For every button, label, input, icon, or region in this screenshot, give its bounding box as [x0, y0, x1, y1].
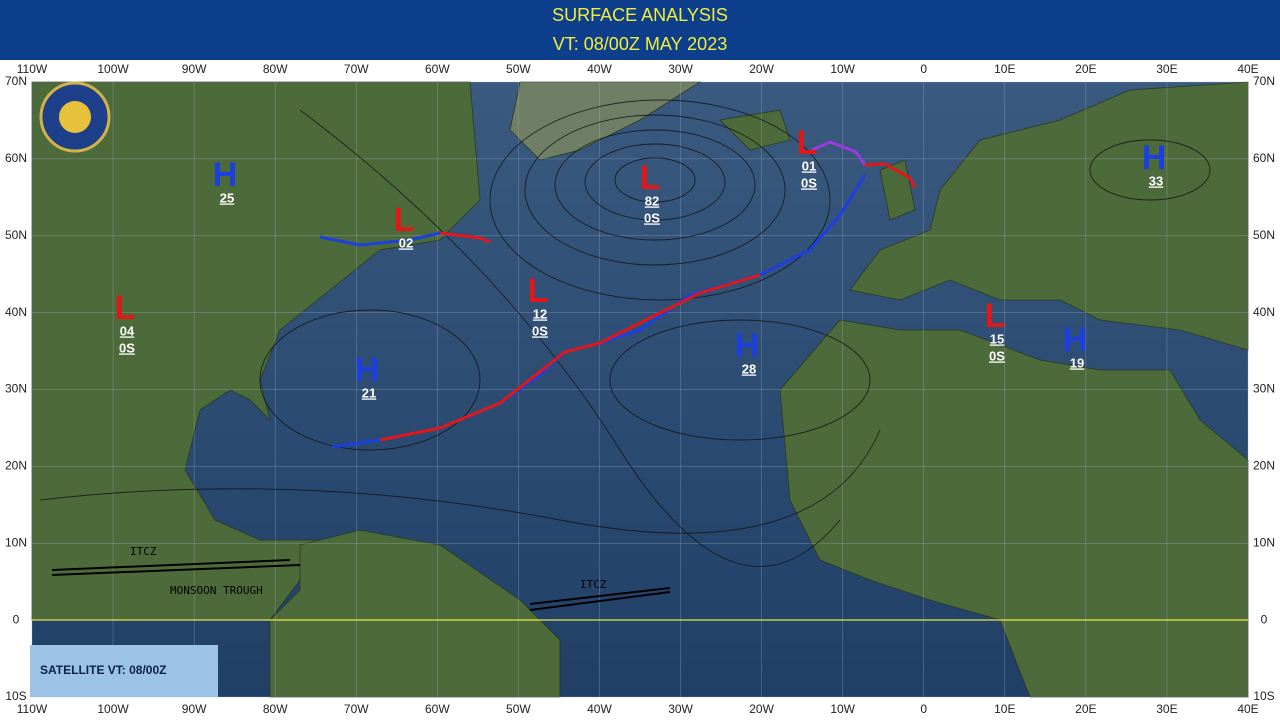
longitude-label: 90W: [182, 702, 207, 716]
pressure-systems: H25L02L820SL010SH33L040SL120SH21H28L150S…: [115, 124, 1167, 400]
system-symbol: H: [735, 327, 760, 365]
longitude-label: 10E: [994, 62, 1015, 76]
longitude-label: 40W: [587, 702, 612, 716]
longitude-label: 100W: [97, 62, 129, 76]
longitude-label: 70W: [344, 702, 369, 716]
longitude-label: 10W: [830, 702, 855, 716]
latitude-label: 40N: [5, 305, 27, 319]
header-valid-time: VT: 08/00Z MAY 2023: [553, 34, 727, 54]
longitude-label: 30E: [1156, 702, 1177, 716]
feature-label: MONSOON TROUGH: [170, 584, 263, 597]
longitude-label: 40W: [587, 62, 612, 76]
latitude-label: 70N: [1253, 74, 1275, 88]
latitude-label: 0: [13, 612, 20, 626]
latitude-label: 10S: [5, 689, 26, 703]
system-symbol: H: [213, 156, 238, 194]
longitude-label: 70W: [344, 62, 369, 76]
satellite-time: SATELLITE VT: 08/00Z: [40, 663, 166, 677]
longitude-label: 20E: [1075, 702, 1096, 716]
system-pressure: 04: [120, 323, 135, 338]
longitude-label: 80W: [263, 702, 288, 716]
latitude-label: 60N: [1253, 151, 1275, 165]
longitude-label: 20W: [749, 702, 774, 716]
longitude-label: 60W: [425, 702, 450, 716]
itcz-line: [51, 559, 671, 611]
system-symbol: L: [394, 201, 415, 239]
system-motion: 0S: [801, 175, 817, 190]
warm-front: [379, 273, 761, 442]
system-symbol: L: [797, 124, 818, 162]
longitude-label: 90W: [182, 62, 207, 76]
fronts: [51, 140, 917, 611]
longitude-label: 50W: [506, 62, 531, 76]
latitude-label: 40N: [1253, 305, 1275, 319]
latitude-label: 20N: [5, 459, 27, 473]
longitude-label: 40E: [1237, 702, 1258, 716]
feature-label: ITCZ: [130, 545, 157, 558]
latitude-label: 70N: [5, 74, 27, 88]
south-america: [269, 529, 561, 698]
system-pressure: 21: [362, 385, 376, 400]
latitude-label: 30N: [5, 382, 27, 396]
latitude-label: 50N: [5, 228, 27, 242]
system-pressure: 82: [645, 193, 659, 208]
latitude-label: 60N: [5, 151, 27, 165]
latitude-label: 20N: [1253, 459, 1275, 473]
latitude-label: 10N: [1253, 535, 1275, 549]
longitude-label: 30W: [668, 702, 693, 716]
longitude-label: 100W: [97, 702, 129, 716]
system-pressure: 19: [1070, 355, 1084, 370]
system-symbol: L: [640, 159, 661, 197]
system-symbol: H: [1142, 139, 1167, 177]
system-symbol: L: [528, 272, 549, 310]
longitude-label: 10E: [994, 702, 1015, 716]
latitude-label: 10S: [1253, 689, 1274, 703]
system-pressure: 33: [1149, 173, 1163, 188]
occluded-front: [811, 140, 867, 166]
longitude-label: 20E: [1075, 62, 1096, 76]
iceland: [719, 109, 791, 151]
system-pressure: 02: [399, 235, 413, 250]
warm-front: [439, 231, 491, 244]
longitude-label: 50W: [506, 702, 531, 716]
system-motion: 0S: [989, 348, 1005, 363]
longitude-label: 10W: [830, 62, 855, 76]
latitude-label: 10N: [5, 535, 27, 549]
system-symbol: H: [1063, 321, 1088, 359]
system-symbol: L: [115, 289, 136, 327]
feature-label: ITCZ: [580, 578, 607, 591]
longitude-label: 60W: [425, 62, 450, 76]
system-pressure: 01: [802, 158, 816, 173]
longitude-label: 0: [920, 62, 927, 76]
longitude-label: 110W: [17, 62, 48, 76]
header-bar: [0, 0, 1280, 60]
isobars: [39, 99, 1211, 567]
system-symbol: H: [355, 351, 380, 389]
system-pressure: 15: [990, 331, 1004, 346]
logo: [39, 81, 111, 153]
latitude-label: 0: [1261, 612, 1268, 626]
graticule: [31, 81, 1249, 698]
longitude-label: 30W: [668, 62, 693, 76]
system-symbol: L: [985, 297, 1006, 335]
longitude-label: 40E: [1237, 62, 1258, 76]
system-pressure: 28: [742, 361, 756, 376]
longitude-label: 30E: [1156, 62, 1177, 76]
longitude-label: 80W: [263, 62, 288, 76]
satellite-box: [30, 645, 218, 697]
system-motion: 0S: [644, 210, 660, 225]
latitude-label: 30N: [1253, 382, 1275, 396]
system-motion: 0S: [119, 340, 135, 355]
longitude-label: 0: [920, 702, 927, 716]
system-pressure: 25: [220, 190, 234, 205]
longitude-label: 110W: [17, 702, 48, 716]
header-title: SURFACE ANALYSIS: [552, 5, 728, 25]
warm-front: [864, 162, 917, 189]
latitude-label: 50N: [1253, 228, 1275, 242]
system-motion: 0S: [532, 323, 548, 338]
longitude-label: 20W: [749, 62, 774, 76]
system-pressure: 12: [533, 306, 547, 321]
